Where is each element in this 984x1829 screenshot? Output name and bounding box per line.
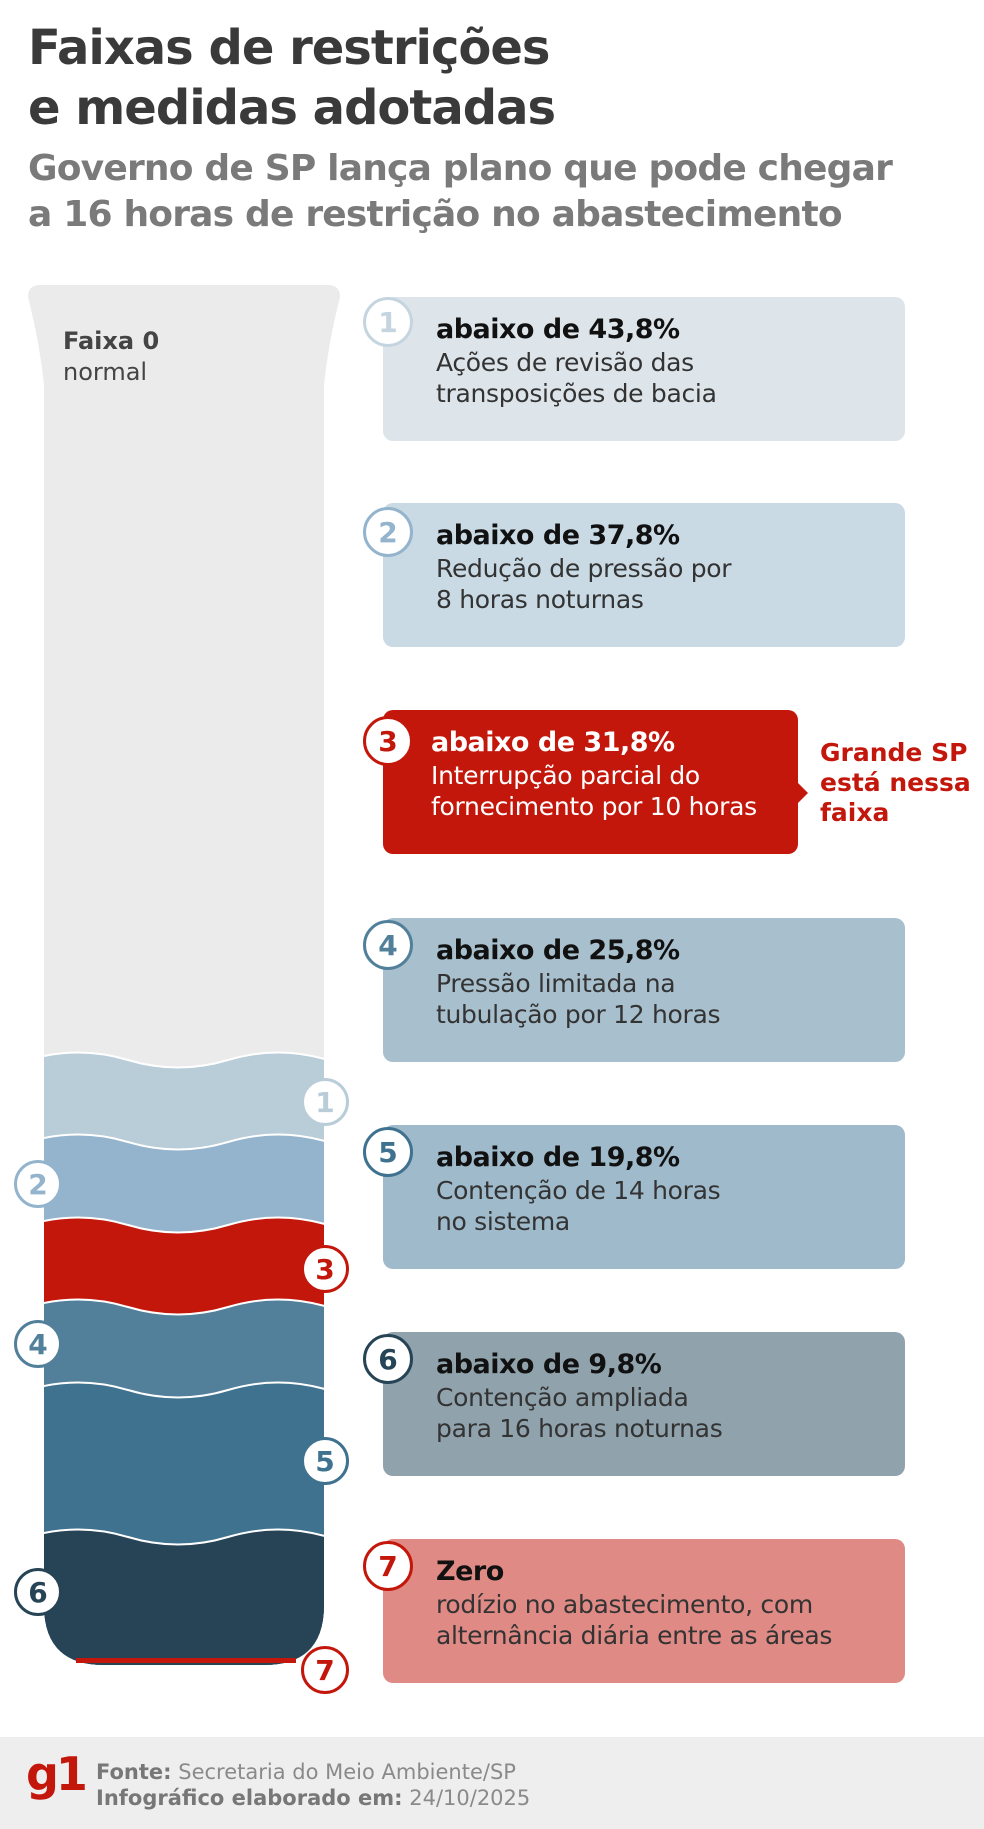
title-line-1: Faixas de restrições [28, 20, 551, 76]
callout-line-2: está nessa [820, 768, 971, 797]
band-description-line-2: tubulação por 12 horas [436, 1000, 721, 1029]
band-description-line-1: Redução de pressão por [436, 554, 732, 583]
band-number-badge-4: 4 [363, 920, 413, 970]
subtitle-line-1: Governo de SP lança plano que pode chega… [28, 148, 893, 189]
band-number-badge-2: 2 [363, 507, 413, 557]
source-label: Fonte: [96, 1760, 172, 1784]
tank-badge-7: 7 [301, 1646, 349, 1694]
band-description-line-1: Contenção de 14 horas [436, 1176, 721, 1205]
band-number-badge-3: 3 [363, 716, 413, 766]
band-description-line-2: no sistema [436, 1207, 570, 1236]
callout-arrow-icon [797, 782, 808, 804]
band-card-5: abaixo de 19,8% Contenção de 14 horas no… [383, 1125, 905, 1269]
current-band-callout: Grande SP está nessa faixa [820, 738, 971, 828]
band-description-line-2: alternância diária entre as áreas [436, 1621, 833, 1650]
page-subtitle: Governo de SP lança plano que pode chega… [28, 146, 978, 238]
band-threshold: abaixo de 19,8% [436, 1142, 680, 1173]
date-label: Infográfico elaborado em: [96, 1786, 403, 1810]
tank-badge-5: 5 [301, 1437, 349, 1485]
band-description-line-2: para 16 horas noturnas [436, 1414, 723, 1443]
date-value: 24/10/2025 [409, 1786, 531, 1810]
band-number-badge-1: 1 [363, 297, 413, 347]
band-number-badge-7: 7 [363, 1541, 413, 1591]
band-number-badge-6: 6 [363, 1334, 413, 1384]
band-description-line-1: Ações de revisão das [436, 348, 694, 377]
band-card-4: abaixo de 25,8% Pressão limitada na tubu… [383, 918, 905, 1062]
reservoir-layers-graphic [28, 285, 340, 1665]
band-description-line-1: Pressão limitada na [436, 969, 676, 998]
footer: g1 Fonte: Secretaria do Meio Ambiente/SP… [0, 1737, 984, 1829]
band-description-line-1: Contenção ampliada [436, 1383, 689, 1412]
faixa-0-title: Faixa 0 [63, 327, 160, 355]
band-description-line-2: transposições de bacia [436, 379, 717, 408]
band-description-line-1: Interrupção parcial do [431, 761, 700, 790]
faixa-0-label: Faixa 0 normal [63, 326, 159, 388]
date-line: Infográfico elaborado em: 24/10/2025 [96, 1785, 530, 1811]
band-number-badge-5: 5 [363, 1127, 413, 1177]
band-threshold: Zero [436, 1556, 504, 1587]
band-description-line-2: 8 horas noturnas [436, 585, 644, 614]
band-card-3: abaixo de 31,8% Interrupção parcial do f… [383, 710, 798, 854]
title-line-2: e medidas adotadas [28, 80, 556, 136]
page-title: Faixas de restrições e medidas adotadas [28, 18, 968, 138]
band-description-line-2: fornecimento por 10 horas [431, 792, 757, 821]
band-threshold: abaixo de 9,8% [436, 1349, 662, 1380]
band-threshold: abaixo de 31,8% [431, 727, 675, 758]
g1-logo: g1 [26, 1747, 88, 1801]
tank-badge-6: 6 [14, 1568, 62, 1616]
reservoir-tank [28, 285, 340, 1675]
band-threshold: abaixo de 37,8% [436, 520, 680, 551]
band-card-7: Zero rodízio no abastecimento, com alter… [383, 1539, 905, 1683]
tank-badge-1: 1 [301, 1078, 349, 1126]
subtitle-line-2: a 16 horas de restrição no abastecimento [28, 194, 843, 235]
faixa-0-subtitle: normal [63, 358, 148, 386]
callout-line-3: faixa [820, 798, 890, 827]
band-card-6: abaixo de 9,8% Contenção ampliada para 1… [383, 1332, 905, 1476]
source-value: Secretaria do Meio Ambiente/SP [178, 1760, 516, 1784]
source-line: Fonte: Secretaria do Meio Ambiente/SP [96, 1759, 530, 1785]
band-description-line-1: rodízio no abastecimento, com [436, 1590, 813, 1619]
tank-badge-2: 2 [14, 1160, 62, 1208]
tank-badge-4: 4 [14, 1320, 62, 1368]
band-card-1: abaixo de 43,8% Ações de revisão das tra… [383, 297, 905, 441]
band-card-2: abaixo de 37,8% Redução de pressão por 8… [383, 503, 905, 647]
tank-badge-3: 3 [301, 1245, 349, 1293]
callout-line-1: Grande SP [820, 738, 968, 767]
band-threshold: abaixo de 25,8% [436, 935, 680, 966]
source-credits: Fonte: Secretaria do Meio Ambiente/SP In… [96, 1759, 530, 1811]
band-threshold: abaixo de 43,8% [436, 314, 680, 345]
